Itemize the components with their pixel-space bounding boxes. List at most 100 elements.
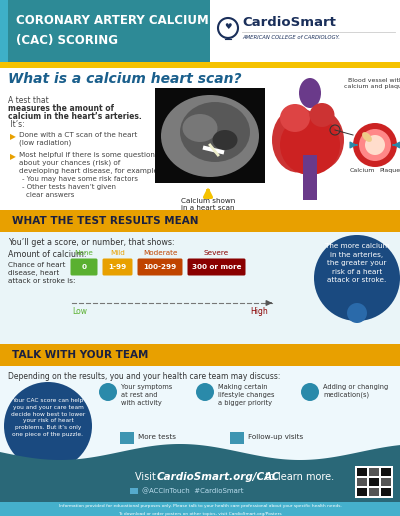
- Text: clear answers: clear answers: [26, 192, 74, 198]
- Text: Your CAC score can help
you and your care team
decide how best to lower
your ris: Your CAC score can help you and your car…: [11, 398, 85, 437]
- Bar: [0, 62, 400, 68]
- Text: It’s:: It’s:: [8, 120, 25, 129]
- Bar: [303, 155, 317, 200]
- Text: developing heart disease, for example:: developing heart disease, for example:: [19, 168, 160, 174]
- Circle shape: [353, 123, 397, 167]
- Bar: [381, 468, 391, 476]
- Text: CORONARY ARTERY CALCIUM: CORONARY ARTERY CALCIUM: [16, 14, 209, 27]
- Text: AMERICAN COLLEGE of CARDIOLOGY.: AMERICAN COLLEGE of CARDIOLOGY.: [242, 35, 340, 40]
- Text: WHAT THE TEST RESULTS MEAN: WHAT THE TEST RESULTS MEAN: [12, 216, 198, 226]
- Text: (CAC) SCORING: (CAC) SCORING: [16, 34, 118, 47]
- Text: ▶: ▶: [10, 132, 16, 141]
- Text: (low radiation): (low radiation): [19, 140, 71, 147]
- Ellipse shape: [280, 104, 310, 132]
- Bar: [155, 88, 265, 183]
- Text: Plaque: Plaque: [380, 168, 400, 173]
- Text: about your chances (risk) of: about your chances (risk) of: [19, 160, 120, 167]
- Bar: [0, 502, 400, 516]
- Text: The more calcium
in the arteries,
the greater your
risk of a heart
attack or str: The more calcium in the arteries, the gr…: [325, 243, 389, 283]
- Text: Low: Low: [72, 307, 87, 316]
- Bar: [130, 488, 138, 494]
- Bar: [369, 468, 379, 476]
- Ellipse shape: [272, 107, 324, 172]
- Polygon shape: [295, 210, 310, 232]
- Text: More tests: More tests: [138, 434, 176, 440]
- Bar: [0, 0, 210, 62]
- Text: High: High: [250, 307, 268, 316]
- Circle shape: [365, 135, 385, 155]
- Text: Calcium shown
in a heart scan: Calcium shown in a heart scan: [181, 198, 235, 211]
- Text: 1-99: 1-99: [108, 264, 127, 270]
- Text: 100-299: 100-299: [143, 264, 177, 270]
- Bar: [357, 468, 367, 476]
- Text: Most helpful if there is some question: Most helpful if there is some question: [19, 152, 155, 158]
- Ellipse shape: [299, 78, 321, 108]
- Text: Moderate: Moderate: [143, 250, 177, 256]
- Bar: [381, 478, 391, 486]
- Text: ♥: ♥: [224, 22, 232, 31]
- Text: measures the amount of: measures the amount of: [8, 104, 114, 113]
- Bar: [210, 0, 400, 62]
- Polygon shape: [0, 444, 400, 516]
- Text: 300 or more: 300 or more: [192, 264, 241, 270]
- Circle shape: [347, 303, 367, 323]
- Bar: [0, 0, 8, 62]
- Text: What is a calcium heart scan?: What is a calcium heart scan?: [8, 72, 242, 86]
- Ellipse shape: [280, 115, 340, 175]
- Text: Done with a CT scan of the heart: Done with a CT scan of the heart: [19, 132, 137, 138]
- Text: A test that: A test that: [8, 96, 51, 105]
- Circle shape: [359, 129, 391, 161]
- Ellipse shape: [362, 132, 372, 142]
- Bar: [0, 366, 400, 486]
- Text: Information provided for educational purposes only. Please talk to your health c: Information provided for educational pur…: [58, 504, 342, 508]
- Ellipse shape: [296, 110, 344, 170]
- Ellipse shape: [161, 95, 259, 177]
- Text: Calcium: Calcium: [349, 168, 375, 173]
- Bar: [230, 432, 244, 444]
- Text: Adding or changing
medication(s): Adding or changing medication(s): [323, 384, 388, 398]
- Bar: [357, 488, 367, 496]
- Text: To download or order posters on other topics, visit CardioSmart.org/Posters: To download or order posters on other to…: [118, 512, 282, 516]
- FancyBboxPatch shape: [138, 259, 182, 276]
- Text: Severe: Severe: [204, 250, 229, 256]
- Text: Visit: Visit: [135, 472, 159, 482]
- FancyBboxPatch shape: [188, 259, 246, 276]
- Polygon shape: [270, 344, 285, 366]
- Text: None: None: [74, 250, 94, 256]
- Circle shape: [99, 383, 117, 401]
- Bar: [0, 344, 400, 366]
- Text: Blood vessel with
calcium and plaque: Blood vessel with calcium and plaque: [344, 78, 400, 89]
- FancyBboxPatch shape: [70, 259, 98, 276]
- Bar: [0, 232, 400, 344]
- Circle shape: [4, 382, 92, 470]
- Circle shape: [196, 383, 214, 401]
- Text: - Other tests haven’t given: - Other tests haven’t given: [22, 184, 116, 190]
- Text: CardioSmart: CardioSmart: [242, 16, 336, 29]
- Ellipse shape: [310, 103, 334, 127]
- Text: Chance of heart
disease, heart
attack or stroke is:: Chance of heart disease, heart attack or…: [8, 262, 76, 284]
- Text: Your symptoms
at rest and
with activity: Your symptoms at rest and with activity: [121, 384, 172, 406]
- Ellipse shape: [182, 114, 218, 142]
- Text: 0: 0: [82, 264, 86, 270]
- Bar: [157, 90, 263, 181]
- Bar: [369, 478, 379, 486]
- Bar: [0, 210, 400, 232]
- Bar: [355, 466, 393, 498]
- Text: to learn more.: to learn more.: [262, 472, 334, 482]
- Ellipse shape: [212, 130, 238, 150]
- Text: Making certain
lifestyle changes
a bigger priority: Making certain lifestyle changes a bigge…: [218, 384, 274, 406]
- Text: @ACCinTouch  #CardioSmart: @ACCinTouch #CardioSmart: [142, 488, 244, 494]
- Text: - You may have some risk factors: - You may have some risk factors: [22, 176, 138, 182]
- Bar: [357, 478, 367, 486]
- Circle shape: [314, 235, 400, 321]
- Text: Amount of calcium:: Amount of calcium:: [8, 250, 87, 259]
- Text: ▶: ▶: [10, 152, 16, 161]
- Text: You’ll get a score, or number, that shows:: You’ll get a score, or number, that show…: [8, 238, 175, 247]
- Text: Depending on the results, you and your health care team may discuss:: Depending on the results, you and your h…: [8, 372, 280, 381]
- Circle shape: [301, 383, 319, 401]
- Bar: [381, 488, 391, 496]
- Bar: [0, 470, 400, 516]
- FancyBboxPatch shape: [102, 259, 132, 276]
- Text: Mild: Mild: [110, 250, 125, 256]
- Text: CardioSmart.org/CAC: CardioSmart.org/CAC: [157, 472, 280, 482]
